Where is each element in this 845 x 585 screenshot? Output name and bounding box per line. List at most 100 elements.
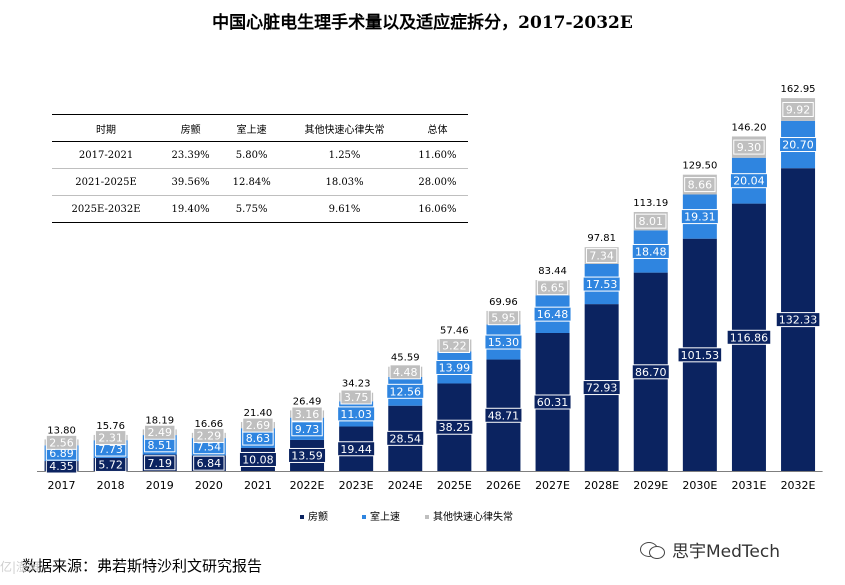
table-row: 2025E-2032E 19.40% 5.75% 9.61% 16.06% (52, 195, 468, 223)
data-label: 28.54 (390, 432, 422, 445)
data-label: 4.48 (393, 366, 418, 379)
data-label: 16.48 (537, 308, 569, 321)
total-label: 45.59 (391, 353, 420, 364)
legend-swatch (362, 515, 366, 519)
x-tick-label: 2021 (244, 479, 272, 492)
x-tick-label: 2022E (290, 479, 325, 492)
data-label: 2.69 (246, 419, 271, 432)
data-label-box (291, 406, 323, 422)
total-label: 26.49 (293, 396, 322, 407)
x-tick-label: 2024E (388, 479, 423, 492)
data-label: 7.73 (98, 443, 123, 456)
total-label: 83.44 (538, 266, 567, 277)
data-label-box (193, 427, 225, 443)
data-label: 2.31 (98, 432, 123, 445)
table-cell: 2017-2021 (52, 141, 161, 169)
data-label: 20.70 (782, 139, 814, 152)
data-label-box (337, 441, 376, 457)
total-label: 113.19 (633, 198, 668, 209)
data-label: 60.31 (537, 396, 569, 409)
data-label: 4.35 (49, 460, 74, 473)
table-cell: 2025E-2032E (52, 195, 161, 223)
data-label-box (386, 430, 425, 446)
x-tick-label: 2019 (146, 479, 174, 492)
total-label: 162.95 (781, 84, 816, 95)
x-tick-label: 2018 (97, 479, 125, 492)
total-label: 16.66 (195, 419, 224, 430)
table-cell: 2021-2025E (52, 168, 161, 196)
data-label: 8.63 (246, 432, 271, 445)
data-label: 19.44 (340, 443, 372, 456)
data-label-box (144, 455, 176, 471)
total-label: 69.96 (489, 297, 518, 308)
data-label: 13.99 (439, 361, 471, 374)
data-label-box (729, 173, 768, 189)
data-label: 5.95 (491, 312, 516, 325)
table-cell: 11.60% (406, 141, 468, 169)
table-header-row: 时期 房颤 室上速 其他快速心律失常 总体 (52, 114, 468, 142)
data-label-box (484, 334, 523, 350)
data-label-box (635, 213, 667, 229)
data-label-box (45, 434, 78, 450)
table-cell: 1.25% (282, 141, 407, 169)
col-header-svt: 室上速 (221, 114, 283, 142)
data-label: 11.03 (340, 408, 372, 421)
x-tick-label: 2032E (781, 479, 816, 492)
total-label: 57.46 (440, 326, 469, 337)
data-label-box (144, 424, 176, 440)
data-label: 6.84 (197, 457, 222, 470)
data-label: 2.29 (197, 429, 222, 442)
table-cell: 23.39% (160, 141, 222, 169)
data-label-box (238, 451, 277, 467)
data-label: 2.56 (49, 436, 74, 449)
data-label: 17.53 (586, 278, 618, 291)
data-label-box (585, 248, 618, 264)
table-cell: 28.00% (406, 168, 468, 196)
data-source-note: 数据来源：弗若斯特沙利文研究报告 (22, 557, 263, 575)
brand-name: 思宇MedTech (672, 542, 780, 562)
brand-watermark: 思宇MedTech (640, 537, 780, 562)
total-label: 129.50 (682, 161, 717, 172)
x-tick-label: 2017 (48, 479, 76, 492)
x-tick-label: 2028E (584, 479, 619, 492)
data-label: 101.53 (681, 349, 720, 362)
data-label: 6.89 (49, 447, 74, 460)
x-tick-label: 2020 (195, 479, 223, 492)
corner-watermark: 亿|澎湃 (0, 560, 41, 574)
data-label: 8.51 (148, 439, 173, 452)
data-label-box (484, 407, 523, 423)
total-label: 13.80 (47, 425, 76, 436)
data-label: 18.48 (635, 245, 667, 258)
x-tick-label: 2029E (633, 479, 668, 492)
data-label-box (631, 243, 670, 259)
data-label-box (533, 394, 572, 410)
data-label: 38.25 (439, 421, 471, 434)
data-label: 6.65 (540, 282, 565, 295)
total-label: 34.23 (342, 379, 371, 390)
data-label-box (733, 139, 765, 155)
data-label-box (386, 383, 425, 399)
data-label-box (438, 337, 471, 353)
data-label-box (684, 177, 716, 193)
wechat-icon (640, 540, 666, 560)
data-label: 48.71 (488, 409, 520, 422)
total-label: 21.40 (244, 408, 273, 419)
table-cell: 18.03% (282, 168, 407, 196)
data-label: 19.31 (684, 211, 716, 224)
data-label-box (631, 364, 670, 380)
col-header-total: 总体 (406, 114, 468, 142)
data-label-box (533, 306, 572, 322)
data-label: 20.04 (733, 175, 765, 188)
data-label-box (536, 280, 569, 296)
col-header-period: 时期 (52, 114, 161, 142)
total-label: 146.20 (731, 122, 766, 133)
data-label-box (242, 417, 274, 433)
table-cell: 5.75% (221, 195, 283, 223)
x-tick-label: 2025E (437, 479, 472, 492)
data-label-box (782, 101, 814, 117)
table-cell: 5.80% (221, 141, 283, 169)
table-cell: 16.06% (406, 195, 468, 223)
data-label-box (680, 209, 719, 225)
table-cell: 12.84% (221, 168, 283, 196)
